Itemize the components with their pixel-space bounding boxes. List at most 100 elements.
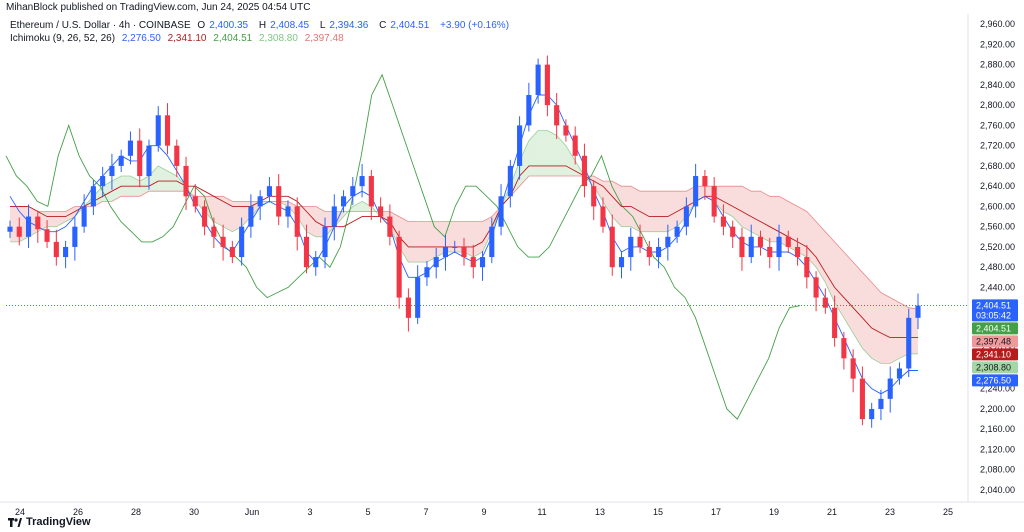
candle-body (229, 246, 235, 258)
ichimoku-conversion-value: 2,276.50 (121, 33, 161, 44)
candle-body (674, 226, 680, 237)
candle-body (878, 398, 884, 409)
y-tick-label: 2,880.00 (980, 60, 1015, 70)
price-tag-box (972, 335, 1018, 348)
ichimoku-cloud-segment (816, 221, 826, 283)
ichimoku-cloud-segment (732, 186, 742, 227)
candle-body (795, 246, 801, 258)
y-tick-label: 2,840.00 (980, 80, 1015, 90)
ichimoku-cloud-segment (649, 191, 659, 232)
y-tick-label: 2,320.00 (980, 343, 1015, 353)
y-tick-label: 2,600.00 (980, 201, 1015, 211)
candle-body (405, 297, 411, 318)
candle-body (294, 206, 300, 237)
ichimoku-cloud-segment (399, 216, 409, 263)
price-tag-label: 2,404.51 (976, 300, 1011, 310)
high-value: H 2,408.45 (258, 20, 310, 31)
ichimoku-cloud-segment (853, 262, 863, 349)
low-value: L 2,394.36 (319, 20, 369, 31)
x-tick-label: 28 (131, 507, 141, 517)
ichimoku-cloud-segment (612, 181, 622, 227)
y-tick-label: 2,760.00 (980, 120, 1015, 130)
ichimoku-cloud-segment (658, 191, 668, 232)
candle-body (822, 297, 828, 308)
x-tick-label: 19 (769, 507, 779, 517)
ichimoku-cloud-segment (56, 211, 66, 227)
open-value: O 2,400.35 (197, 20, 249, 31)
ichimoku-cloud-segment (213, 196, 224, 227)
tradingview-brand-text: TradingView (26, 516, 91, 528)
y-tick-label: 2,520.00 (980, 242, 1015, 252)
ichimoku-cloud-segment (797, 206, 807, 258)
candle-body (544, 64, 550, 106)
ichimoku-cloud-segment (47, 211, 57, 227)
x-tick-label: 9 (481, 507, 486, 517)
candle-body (572, 135, 578, 156)
candle-body (183, 165, 189, 197)
y-tick-label: 2,640.00 (980, 181, 1015, 191)
ichimoku-base-value: 2,341.10 (167, 33, 207, 44)
candle-body (656, 246, 662, 258)
publisher-line: MihanBlock published on TradingView.com,… (6, 2, 310, 13)
candle-body (16, 226, 22, 237)
candle-body (109, 165, 115, 177)
y-tick-label: 2,040.00 (980, 485, 1015, 495)
y-tick-label: 2,720.00 (980, 141, 1015, 151)
candle-body (693, 176, 699, 207)
price-tag: 2,397.48 (972, 335, 1018, 348)
y-tick-label: 2,240.00 (980, 384, 1015, 394)
x-tick-label: Jun (245, 507, 260, 517)
candle-body (53, 241, 59, 258)
ichimoku-cloud-segment (408, 221, 418, 263)
candle-body (239, 226, 245, 258)
ichimoku-spanb-value: 2,397.48 (304, 33, 344, 44)
ichimoku-cloud-segment (862, 272, 872, 359)
candle-body (266, 186, 272, 197)
x-tick-label: 17 (711, 507, 721, 517)
candle-body (155, 115, 161, 146)
candle-body (869, 408, 875, 420)
candle-body (424, 267, 430, 278)
x-tick-label: 23 (885, 507, 895, 517)
candle-body (341, 196, 347, 207)
ichimoku-lagging-line (5, 73, 801, 420)
change-value: +3.90 (+0.16%) (440, 20, 510, 31)
x-tick-label: 26 (73, 507, 83, 517)
ichimoku-legend: Ichimoku (9, 26, 52, 26) 2,276.50 2,341.… (10, 33, 348, 44)
tradingview-brand[interactable]: TradingView (8, 516, 91, 528)
candle-body (813, 277, 819, 298)
price-tag: 2,341.10 (972, 348, 1018, 361)
x-tick-label: 5 (365, 507, 370, 517)
candle-body (127, 140, 133, 156)
candle-body (517, 125, 523, 166)
price-tag-box (972, 361, 1018, 374)
candle-body (322, 226, 328, 258)
price-tag-countdown: 03:05:42 (976, 310, 1011, 320)
candle-body (609, 226, 615, 268)
y-tick-label: 2,480.00 (980, 262, 1015, 272)
ichimoku-cloud-segment (473, 221, 483, 258)
price-tag-label: 2,276.50 (976, 375, 1011, 385)
ichimoku-cloud-segment (890, 297, 900, 364)
candle-body (174, 145, 180, 166)
y-tick-label: 2,560.00 (980, 222, 1015, 232)
y-tick-label: 2,200.00 (980, 404, 1015, 414)
x-tick-label: 21 (827, 507, 837, 517)
candle-body (368, 176, 374, 207)
candle-body (387, 216, 393, 237)
ichimoku-cloud-segment (528, 130, 539, 177)
tradingview-logo-icon (8, 517, 22, 527)
ichimoku-cloud-segment (667, 191, 678, 232)
candle-body (137, 140, 143, 177)
ichimoku-cloud-segment (223, 196, 233, 232)
price-tag-label: 2,308.80 (976, 362, 1011, 372)
candle-body (841, 338, 847, 359)
candle-body (44, 229, 50, 242)
candle-body (498, 196, 504, 227)
x-tick-label: 7 (423, 507, 428, 517)
ichimoku-cloud-segment (602, 181, 613, 217)
y-tick-label: 2,120.00 (980, 444, 1015, 454)
candle-body (331, 206, 337, 227)
